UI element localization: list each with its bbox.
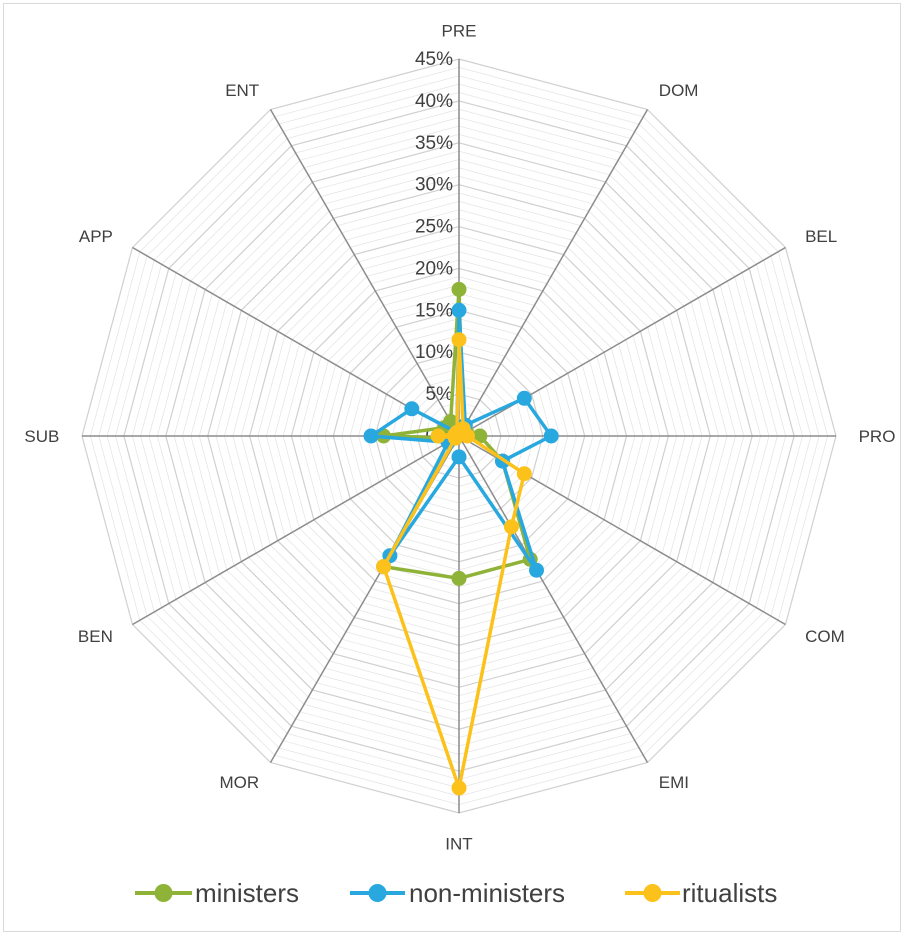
category-labels: PRE DOM BEL PRO COM EMI INT MOR BEN SUB APP ENT bbox=[24, 21, 895, 853]
point-ritualists-mor bbox=[376, 559, 392, 575]
radial-axis-ticks: 0%5%10%15%20%25%30%35%40%45% bbox=[415, 49, 453, 447]
tick-label: 5% bbox=[426, 384, 454, 405]
spoke-ben bbox=[132, 435, 460, 626]
point-non-ministers-emi bbox=[529, 562, 544, 578]
legend-swatch-marker bbox=[643, 884, 662, 902]
legend-label-non-ministers: non-ministers bbox=[409, 878, 565, 908]
point-ministers-int bbox=[451, 570, 467, 586]
legend-item-non-ministers: non-ministers bbox=[350, 878, 565, 908]
point-ritualists-int bbox=[451, 780, 467, 796]
legend-swatch-marker bbox=[368, 884, 387, 902]
point-non-ministers-sub bbox=[363, 428, 379, 444]
tick-label: 10% bbox=[415, 342, 453, 363]
point-ritualists-sub bbox=[430, 428, 446, 444]
category-label-dom: DOM bbox=[659, 81, 699, 100]
legend-item-ritualists: ritualists bbox=[625, 878, 777, 908]
point-ritualists-pre bbox=[451, 332, 467, 348]
tick-label: 35% bbox=[415, 133, 453, 154]
category-label-bel: BEL bbox=[805, 227, 837, 246]
point-non-ministers-int bbox=[451, 449, 467, 465]
category-label-pro: PRO bbox=[859, 427, 896, 446]
category-label-app: APP bbox=[79, 227, 113, 246]
legend-label-ministers: ministers bbox=[195, 878, 299, 908]
point-non-ministers-app bbox=[404, 401, 420, 417]
spoke-dom bbox=[458, 109, 649, 437]
point-ritualists-emi bbox=[503, 519, 519, 535]
category-label-com: COM bbox=[805, 627, 845, 646]
point-non-ministers-pro bbox=[543, 428, 559, 444]
point-non-ministers-bel bbox=[516, 390, 532, 406]
legend-label-ritualists: ritualists bbox=[682, 878, 777, 908]
tick-label: 40% bbox=[415, 91, 453, 112]
tick-label: 45% bbox=[415, 49, 453, 70]
category-label-ent: ENT bbox=[225, 81, 259, 100]
tick-label: 15% bbox=[415, 300, 453, 321]
legend-swatch-marker bbox=[154, 884, 173, 902]
series-layer bbox=[363, 281, 559, 796]
point-ministers-pre bbox=[451, 281, 467, 297]
legend: ministers non-ministers ritualists bbox=[135, 878, 777, 908]
tick-label: 25% bbox=[415, 217, 453, 238]
legend-item-ministers: ministers bbox=[135, 878, 299, 908]
category-label-mor: MOR bbox=[220, 773, 260, 792]
tick-label: 30% bbox=[415, 175, 453, 196]
category-label-pre: PRE bbox=[442, 21, 477, 40]
spoke-ent bbox=[269, 109, 460, 437]
tick-label: 20% bbox=[415, 258, 453, 279]
spoke-app bbox=[132, 246, 460, 437]
category-label-int: INT bbox=[445, 835, 472, 854]
series-ritualists bbox=[376, 332, 532, 796]
spoke-emi bbox=[458, 435, 649, 763]
category-label-ben: BEN bbox=[78, 627, 113, 646]
category-label-emi: EMI bbox=[659, 773, 689, 792]
point-ritualists-com bbox=[516, 466, 532, 482]
point-non-ministers-pre bbox=[451, 302, 467, 318]
category-label-sub: SUB bbox=[24, 427, 59, 446]
point-ritualists-ent bbox=[449, 424, 465, 440]
